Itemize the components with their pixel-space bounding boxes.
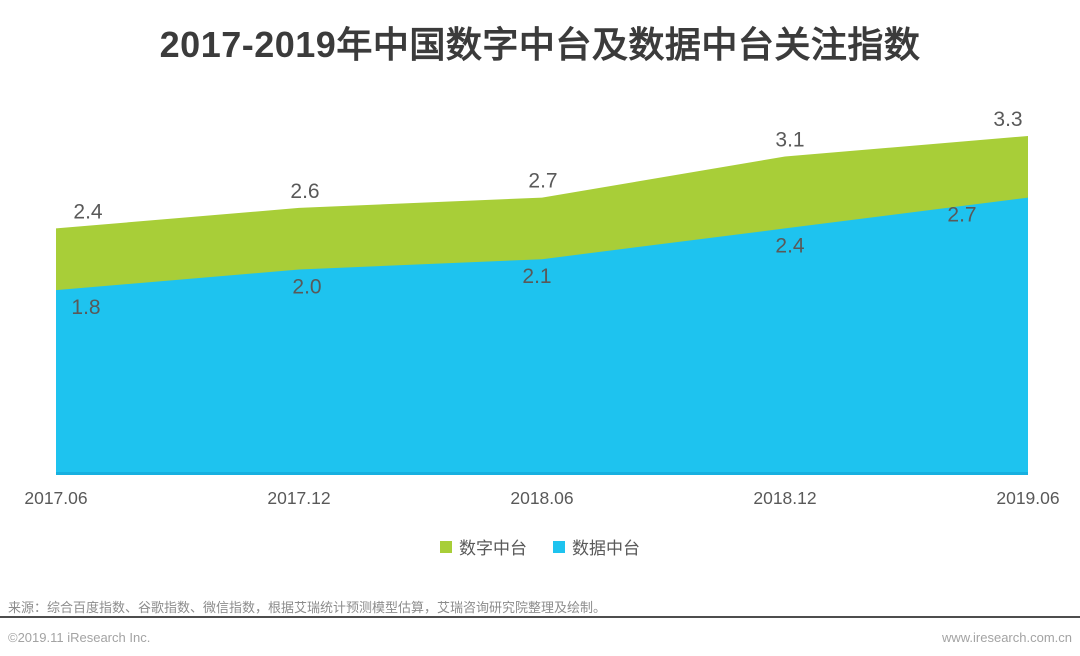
source-note: 来源：综合百度指数、谷歌指数、微信指数，根据艾瑞统计预测模型估算，艾瑞咨询研究院… [8, 600, 607, 615]
footer: ©2019.11 iResearch Inc. www.iresearch.co… [0, 630, 1080, 645]
area-chart: 2.4 2.6 2.7 3.1 3.3 1.8 2.0 2.1 2.4 2.7 2017.06 201… [24, 108, 1059, 508]
chart-legend: 数字中台 数据中台 [0, 534, 1080, 559]
svg-text:2018.12: 2018.12 [753, 488, 816, 508]
svg-text:2.0: 2.0 [292, 276, 321, 299]
legend-swatch-green [440, 540, 452, 553]
footer-copyright: ©2019.11 iResearch Inc. [8, 630, 151, 645]
chart-title: 2017-2019年中国数字中台及数据中台关注指数 [159, 24, 921, 65]
legend-item-digital-platform: 数字中台 [440, 534, 527, 559]
svg-text:1.8: 1.8 [71, 296, 100, 319]
svg-text:2.7: 2.7 [947, 204, 976, 227]
svg-text:2017.06: 2017.06 [24, 488, 87, 508]
legend-label-digital-platform: 数字中台 [459, 539, 527, 558]
svg-text:2.4: 2.4 [73, 200, 103, 223]
footer-website: www.iresearch.com.cn [941, 630, 1072, 645]
footer-separator [0, 616, 1080, 618]
svg-text:2.4: 2.4 [775, 234, 805, 257]
svg-text:2019.06: 2019.06 [996, 488, 1059, 508]
svg-text:2018.06: 2018.06 [510, 488, 573, 508]
svg-text:2.1: 2.1 [522, 265, 551, 288]
legend-item-data-platform: 数据中台 [553, 534, 640, 559]
svg-text:2.6: 2.6 [290, 180, 319, 203]
svg-text:3.3: 3.3 [993, 108, 1022, 131]
svg-text:2017.12: 2017.12 [267, 488, 330, 508]
svg-text:3.1: 3.1 [775, 129, 804, 152]
legend-label-data-platform: 数据中台 [572, 539, 640, 558]
svg-text:2.7: 2.7 [528, 170, 557, 193]
legend-swatch-blue [553, 540, 565, 553]
